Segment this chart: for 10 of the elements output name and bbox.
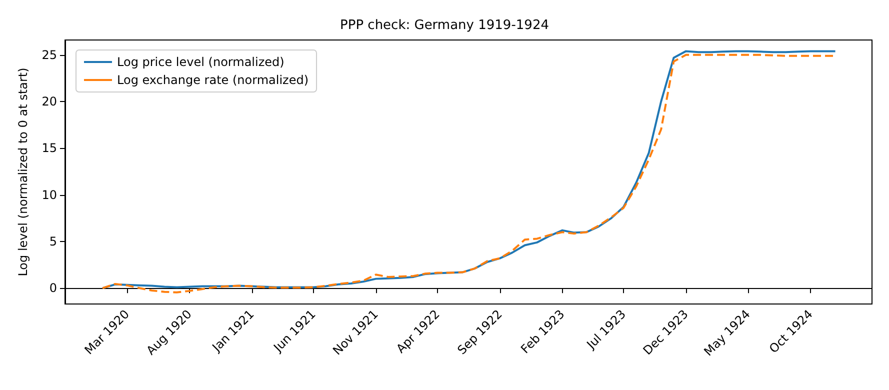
y-axis-title: Log level (normalized to 0 at start) bbox=[16, 68, 30, 276]
y-tick-label: 5 bbox=[49, 234, 57, 248]
y-tick-label: 20 bbox=[42, 94, 57, 109]
y-tick-label: 10 bbox=[42, 188, 57, 202]
legend-label: Log price level (normalized) bbox=[117, 55, 284, 69]
chart-title: PPP check: Germany 1919-1924 bbox=[340, 18, 549, 33]
legend-label: Log exchange rate (normalized) bbox=[117, 73, 309, 87]
y-tick-label: 15 bbox=[42, 141, 57, 156]
y-tick-label: 0 bbox=[49, 281, 57, 296]
y-tick-label: 25 bbox=[42, 48, 57, 62]
